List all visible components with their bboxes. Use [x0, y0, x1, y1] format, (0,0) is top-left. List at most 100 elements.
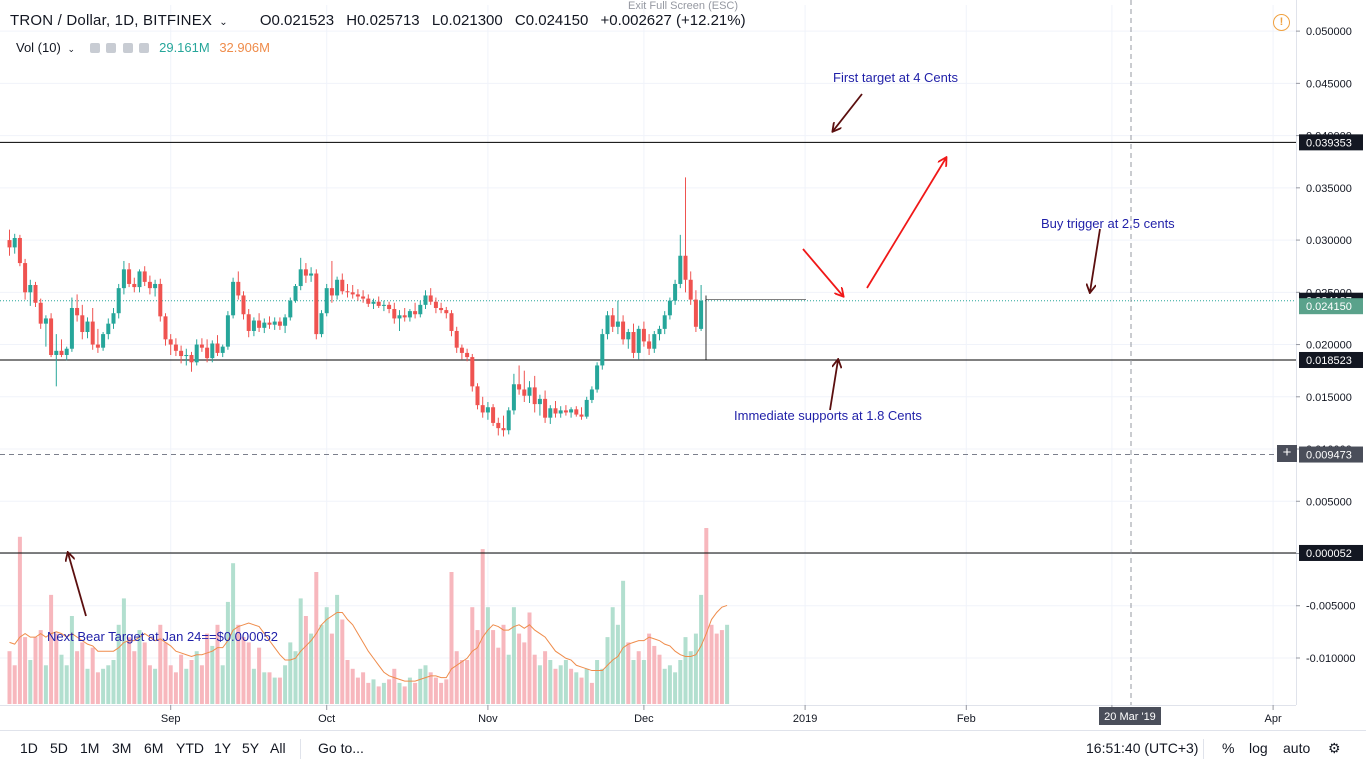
range-ytd-button[interactable]: YTD: [176, 740, 204, 756]
time-tick-label: Nov: [478, 713, 498, 725]
range-1y-button[interactable]: 1Y: [214, 740, 232, 756]
candle-body: [298, 269, 303, 287]
volume-bar: [465, 660, 470, 704]
volume-bar: [657, 654, 662, 704]
exit-fullscreen-hint[interactable]: Exit Full Screen (ESC): [628, 0, 739, 12]
volume-bar: [439, 682, 444, 704]
candle-body: [220, 346, 225, 353]
candle-body: [652, 334, 657, 349]
volume-bar: [324, 607, 329, 704]
candle-body: [54, 350, 59, 355]
candle-body: [459, 347, 464, 353]
range-6m-button[interactable]: 6M: [144, 740, 164, 756]
volume-bar: [652, 645, 657, 704]
volume-ma-line: [9, 604, 728, 682]
candle-body: [225, 315, 230, 347]
candle-body: [12, 237, 17, 248]
volume-bar: [485, 607, 490, 704]
bottom-toolbar: 1D 5D 1M 3M 6M YTD 1Y 5Y All Go to... 16…: [0, 730, 1366, 769]
crosshair-date-text: 20 Mar '19: [1104, 711, 1156, 723]
volume-bar: [355, 677, 360, 704]
gear-icon[interactable]: ⚙: [1328, 740, 1341, 756]
candle-body: [683, 255, 688, 280]
volume-bar: [220, 665, 225, 704]
close-icon[interactable]: [139, 43, 150, 53]
warning-icon[interactable]: !: [1273, 14, 1290, 31]
volume-bar: [38, 630, 43, 704]
volume-bar: [610, 607, 615, 704]
volume-bar: [631, 660, 636, 704]
level-label: 0.018523: [1299, 351, 1363, 368]
volume-bar: [314, 572, 319, 704]
clock-readout[interactable]: 16:51:40 (UTC+3): [1086, 740, 1199, 756]
goto-date-button[interactable]: Go to...: [318, 740, 364, 756]
candle-body: [465, 352, 470, 358]
annotations: First target at 4 Cents Buy trigger at 2.…: [47, 70, 1175, 644]
candle-body: [641, 328, 646, 342]
eye-icon[interactable]: [89, 43, 100, 53]
price-tick-label: 0.015000: [1306, 392, 1352, 404]
candle-body: [511, 384, 516, 411]
volume-bar: [179, 654, 184, 704]
range-all-button[interactable]: All: [270, 740, 286, 756]
candle-body: [563, 410, 568, 413]
volume-bar: [147, 665, 152, 704]
add-alert-plus-icon[interactable]: +: [1277, 445, 1297, 462]
volume-bar: [537, 665, 542, 704]
candle-body: [199, 344, 204, 348]
symbol-title[interactable]: TRON / Dollar, 1D, BITFINEX: [10, 12, 213, 29]
plus-icon[interactable]: [122, 43, 133, 53]
annotation-buy-trigger: Buy trigger at 2.5 cents: [1041, 216, 1175, 231]
volume-bar: [714, 633, 719, 704]
percent-scale-toggle[interactable]: %: [1222, 740, 1235, 756]
auto-scale-toggle[interactable]: auto: [1283, 740, 1311, 756]
volume-indicator-label[interactable]: Vol (10): [16, 40, 61, 55]
volume-bar: [683, 637, 688, 704]
candle-body: [189, 355, 194, 363]
candle-body: [17, 237, 22, 264]
candle-body: [116, 288, 121, 314]
volume-bar: [64, 665, 69, 704]
candle-body: [631, 332, 636, 353]
candles: [7, 177, 704, 437]
settings-icon[interactable]: [106, 43, 117, 53]
volume-bar: [381, 682, 386, 704]
annotation-supports: Immediate supports at 1.8 Cents: [734, 408, 922, 423]
time-tick-label: Feb: [957, 713, 976, 725]
chart-header: TRON / Dollar, 1D, BITFINEX ⌄ O0.021523 …: [10, 12, 754, 29]
chevron-down-icon[interactable]: ⌄: [219, 17, 228, 28]
range-5d-button[interactable]: 5D: [50, 740, 68, 756]
candle-body: [657, 328, 662, 335]
range-5y-button[interactable]: 5Y: [242, 740, 260, 756]
volume-bar: [329, 633, 334, 704]
price-tick-label: -0.005000: [1306, 601, 1356, 613]
annotation-first-target: First target at 4 Cents: [833, 70, 958, 85]
candle-body: [184, 355, 189, 357]
log-scale-toggle[interactable]: log: [1249, 740, 1268, 756]
candle-body: [532, 387, 537, 405]
candle-body: [454, 330, 459, 348]
volume-bar: [293, 651, 298, 704]
volume-bar: [277, 677, 282, 704]
chevron-down-icon[interactable]: ⌄: [67, 44, 75, 54]
volume-bar: [106, 665, 111, 704]
candle-body: [340, 279, 345, 292]
candle-body: [329, 288, 334, 296]
range-1m-button[interactable]: 1M: [80, 740, 100, 756]
volume-bar: [407, 677, 412, 704]
range-1d-button[interactable]: 1D: [20, 740, 38, 756]
volume-bar: [80, 642, 85, 704]
volume-bar: [303, 616, 308, 704]
change-value: +0.002627 (+12.21%): [600, 12, 746, 29]
volume-bar: [158, 624, 163, 704]
candle-body: [85, 321, 90, 333]
volume-bar: [17, 536, 22, 704]
volume-bar: [470, 607, 475, 704]
candle-body: [699, 300, 704, 329]
candle-body: [636, 328, 641, 353]
range-3m-button[interactable]: 3M: [112, 740, 132, 756]
candle-body: [361, 296, 366, 299]
candle-body: [548, 408, 553, 418]
volume-bar: [116, 624, 121, 704]
